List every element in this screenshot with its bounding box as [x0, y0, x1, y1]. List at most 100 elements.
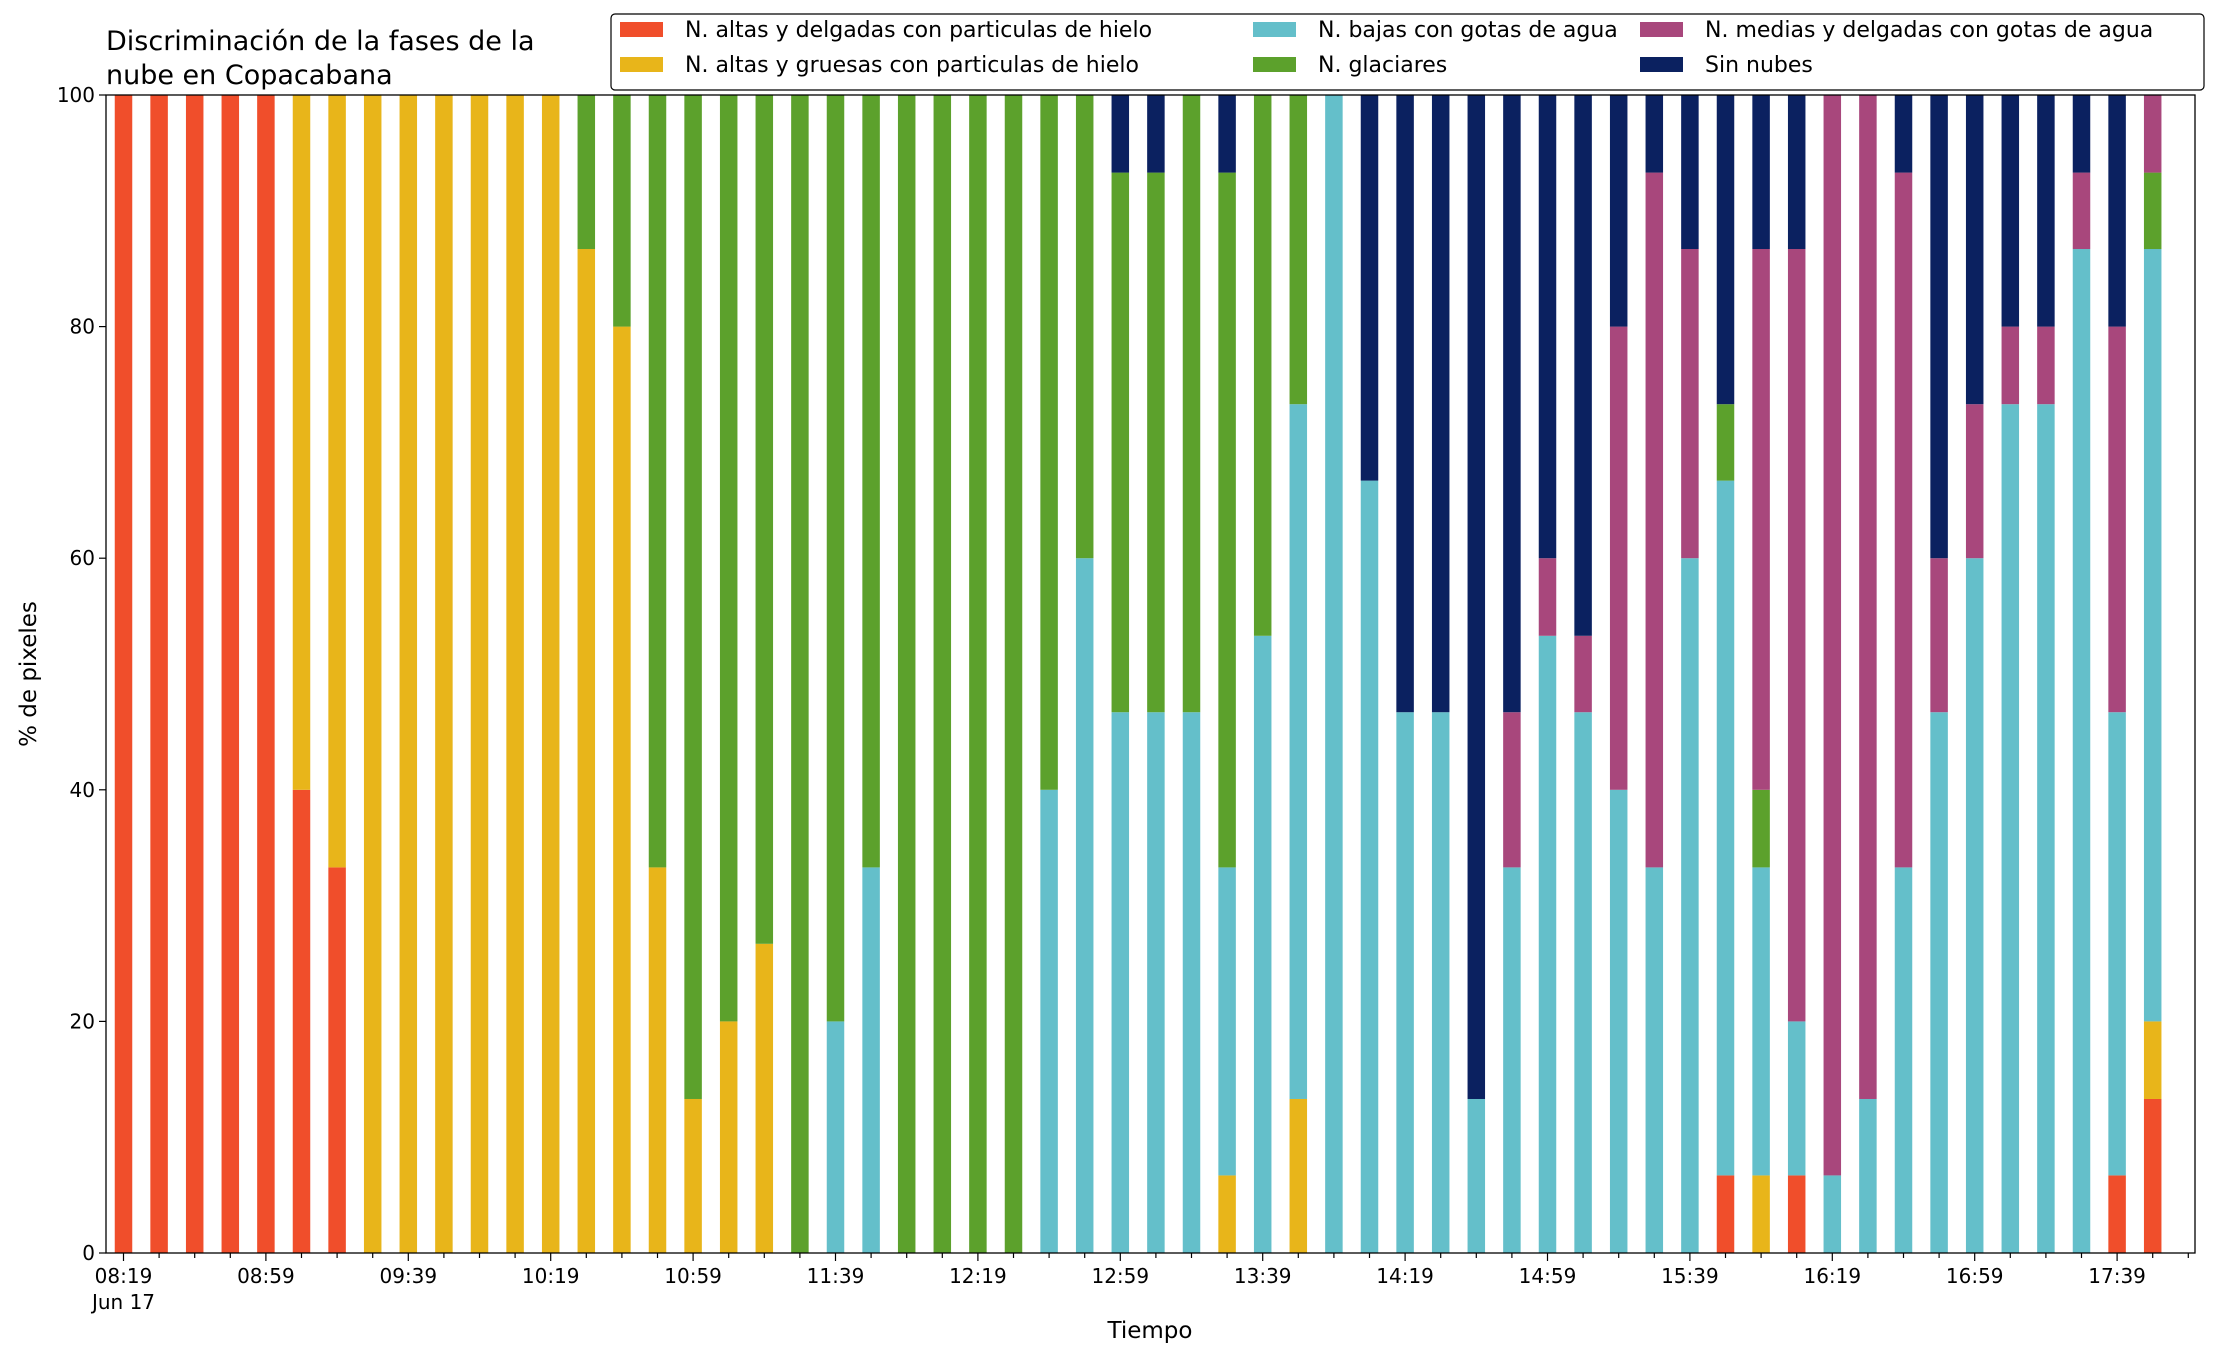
bar-segment [1681, 249, 1699, 559]
bar-segment [2072, 172, 2091, 250]
legend-label: Sin nubes [1705, 53, 1813, 78]
bar-segment [1645, 867, 1664, 1253]
bar-segment [2001, 404, 2020, 1253]
bar-segment [506, 95, 524, 1253]
bar-segment [1681, 558, 1699, 1253]
bar-segment [1716, 95, 1735, 405]
legend: N. altas y delgadas con particulas de hi… [610, 13, 2205, 91]
bar-segment [1716, 480, 1735, 1176]
bar-segment [2143, 249, 2162, 1022]
x-tick-label: 16:19 [1803, 1264, 1861, 1288]
bar-segment [755, 943, 774, 1253]
x-tick-label: 10:19 [522, 1264, 580, 1288]
legend-label: N. bajas con gotas de agua [1318, 18, 1618, 43]
x-axis-label: Tiempo [1107, 1318, 1193, 1344]
bar-segment [328, 95, 346, 868]
bar-segment [577, 95, 596, 250]
x-tick-label: 13:39 [1234, 1264, 1292, 1288]
bar-segment [1930, 712, 1948, 1253]
bar-segment [2143, 172, 2162, 250]
y-tick-label: 100 [57, 83, 95, 107]
y-axis-label: % de pixeles [16, 601, 42, 747]
y-tick-label: 80 [70, 315, 95, 339]
bar-segment [1823, 95, 1842, 1176]
bar-segment [1218, 172, 1236, 868]
bar-segment [1111, 712, 1130, 1253]
bar-segment [1253, 635, 1272, 1253]
bar-segment [1147, 95, 1165, 173]
bar-segment [2143, 1098, 2162, 1253]
bar-segment [292, 95, 311, 790]
y-tick-label: 0 [82, 1241, 95, 1265]
bar-segment [1396, 712, 1414, 1253]
x-tick-label: 10:59 [664, 1264, 722, 1288]
chart-title-line-1: Discriminación de la fases de la [106, 26, 535, 57]
bar-segment [2037, 326, 2055, 405]
bar-segment [862, 95, 880, 868]
bar-segment [2143, 95, 2162, 173]
bar-segment [648, 95, 667, 868]
bar-segment [1538, 558, 1557, 636]
legend-swatch [1640, 57, 1683, 72]
bar-segment [1787, 249, 1806, 1022]
bar-segment [2001, 326, 2020, 405]
bar-segment [1716, 404, 1735, 481]
bar-segment [897, 95, 916, 1253]
bar-segment [2108, 326, 2126, 713]
bar-segment [1965, 95, 1984, 405]
bar-segment [577, 249, 596, 1253]
legend-swatch [1640, 22, 1683, 37]
x-tick-label: 08:19 [95, 1264, 153, 1288]
bar-segment [648, 867, 667, 1253]
bar-segment [1823, 1175, 1842, 1253]
bar-segment [2072, 249, 2091, 1253]
bar-segment [2108, 1175, 2126, 1253]
bar-segment [1289, 404, 1308, 1099]
y-tick-label: 60 [70, 546, 95, 570]
bar-segment [1360, 95, 1379, 481]
plot-frame [105, 94, 2196, 1254]
bar-segment [2072, 95, 2091, 173]
bar-segment [1396, 95, 1414, 713]
y-axis: 0 20 40 60 80 100 [57, 83, 106, 1265]
bar-segment [613, 95, 631, 327]
bar-segment [328, 867, 346, 1253]
bar-segment [1787, 1175, 1806, 1253]
bar-segment [826, 1021, 845, 1253]
legend-label: N. glaciares [1318, 53, 1447, 78]
x-tick-label: 11:39 [807, 1264, 865, 1288]
bar-segment [969, 95, 987, 1253]
bar-segment [1538, 95, 1557, 559]
bar-segment [1574, 635, 1592, 713]
bar-segment [1894, 867, 1913, 1253]
bars-group [114, 95, 2162, 1254]
legend-swatch [620, 57, 663, 72]
bar-segment [1752, 789, 1770, 868]
x-tick-label: 15:39 [1661, 1264, 1719, 1288]
bar-segment [1965, 404, 1984, 559]
bar-segment [399, 95, 418, 1253]
bar-segment [1467, 1098, 1486, 1253]
bar-segment [1965, 558, 1984, 1253]
chart-title-line-2: nube en Copacabana [106, 60, 393, 91]
bar-segment [933, 95, 952, 1253]
bar-segment [1787, 1021, 1806, 1176]
bar-segment [1182, 95, 1201, 713]
bar-segment [363, 95, 382, 1253]
bar-segment [2108, 712, 2126, 1176]
bar-segment [1218, 95, 1236, 173]
bar-segment [1075, 558, 1094, 1253]
bar-segment [1040, 95, 1058, 790]
bar-segment [1503, 712, 1521, 868]
bar-segment [1218, 867, 1236, 1176]
bar-segment [862, 867, 880, 1253]
bar-segment [257, 95, 275, 1253]
bar-segment [2108, 95, 2126, 327]
bar-segment [1859, 95, 1877, 1099]
x-tick-label: 17:39 [2088, 1264, 2146, 1288]
bar-segment [2037, 95, 2055, 327]
bar-segment [684, 1098, 702, 1253]
bar-segment [435, 95, 453, 1253]
x-tick-label: 12:19 [949, 1264, 1007, 1288]
